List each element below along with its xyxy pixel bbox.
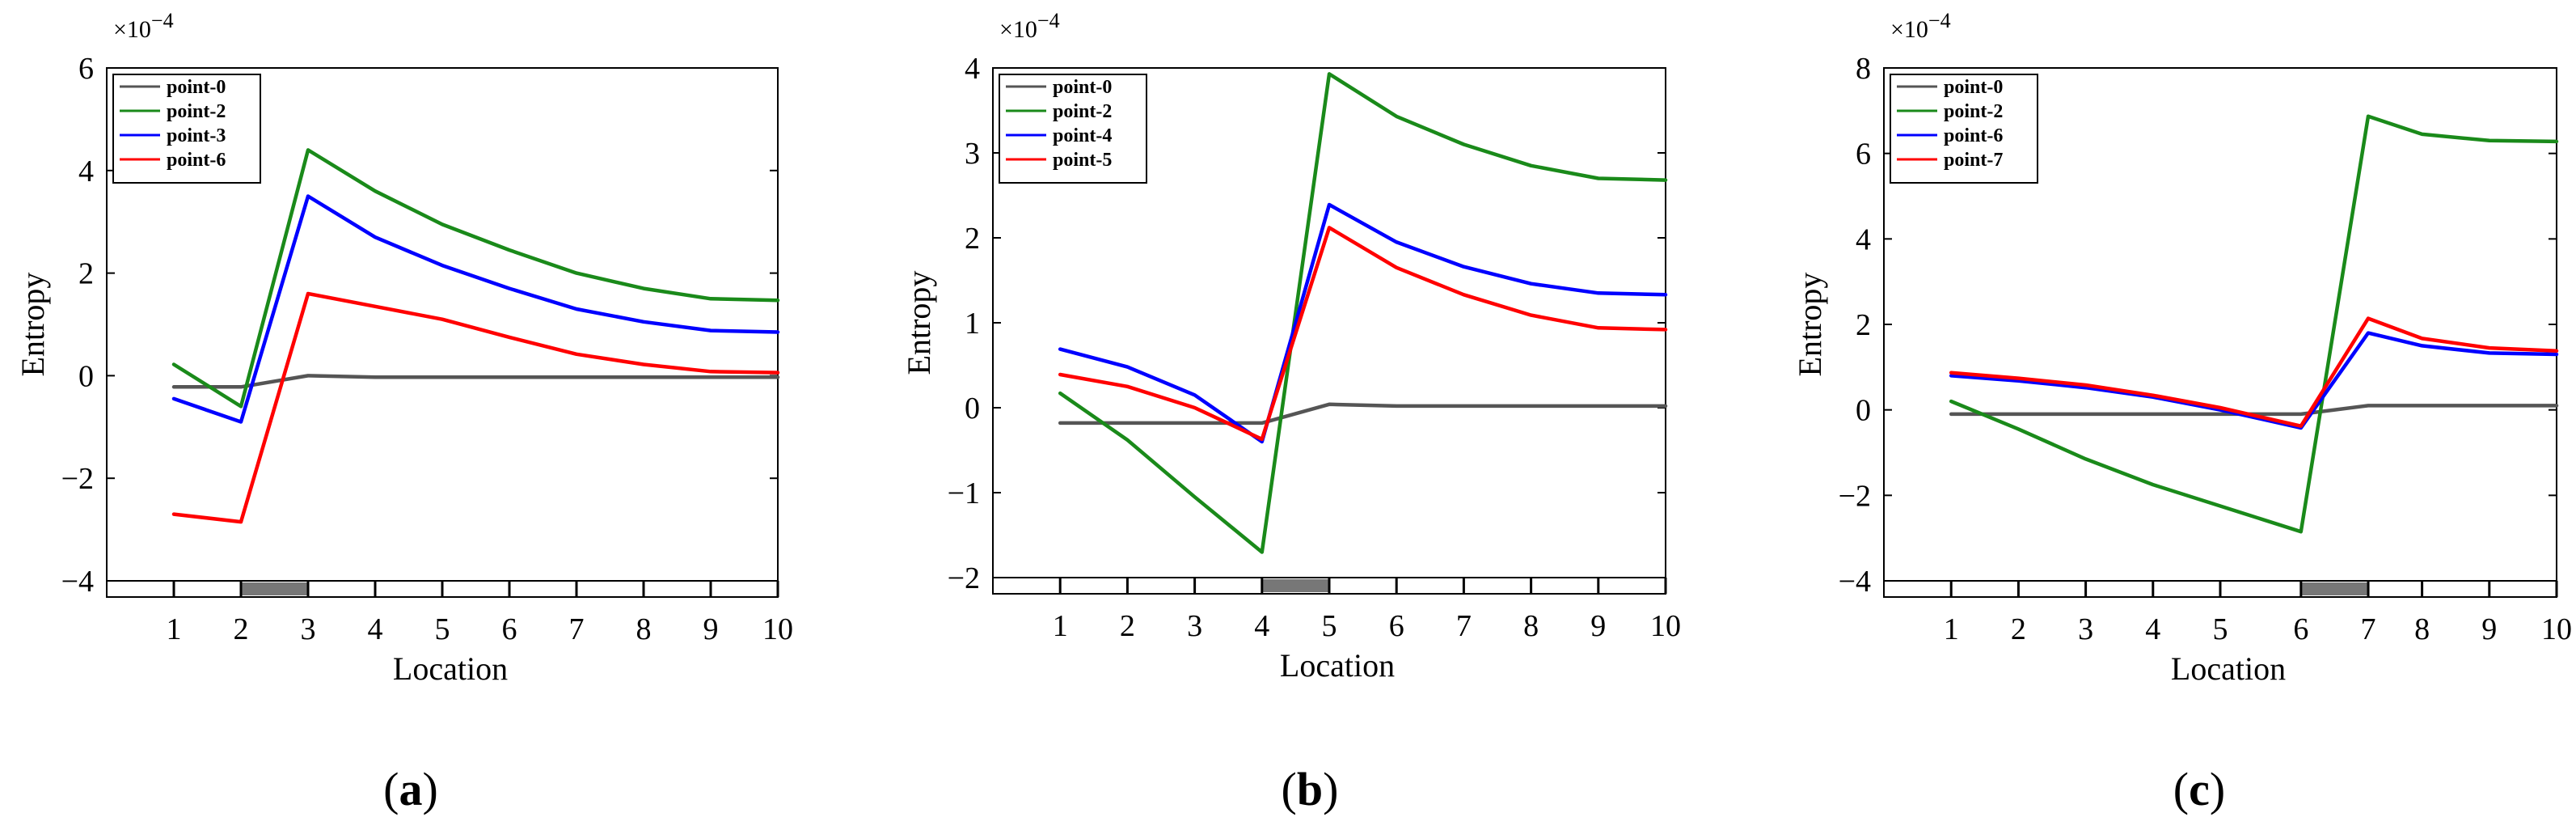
y-tick-label: 2 <box>965 222 980 256</box>
x-tick-label: 3 <box>1187 609 1202 643</box>
x-tick-label: 9 <box>1590 609 1606 643</box>
y-tick-label: −1 <box>948 476 980 510</box>
y-tick-label: 1 <box>965 307 980 341</box>
x-tick-label: 10 <box>1650 609 1681 643</box>
x-tick-label: 6 <box>1389 609 1404 643</box>
y-exponent-label: ×10−4 <box>1890 9 1951 43</box>
y-tick-label: 4 <box>965 52 980 86</box>
x-tick-label: 7 <box>1456 609 1472 643</box>
highlighted-segment <box>241 582 308 595</box>
legend-label: point-6 <box>1944 125 2003 146</box>
series-line-point-6 <box>1949 331 2559 430</box>
series-line-point-0 <box>171 374 780 389</box>
y-tick-label: 0 <box>1856 394 1871 428</box>
x-tick-label: 4 <box>2145 612 2160 646</box>
y-tick-label: −2 <box>1839 479 1871 513</box>
legend-box <box>1890 74 2038 184</box>
x-tick-label: 9 <box>703 612 719 646</box>
y-tick-label: 4 <box>78 155 94 188</box>
y-axis-label: Entropy <box>15 273 51 377</box>
x-tick-label: 8 <box>2414 612 2430 646</box>
series-line-point-7 <box>1949 316 2559 428</box>
series-line-point-2 <box>171 148 780 409</box>
series-line-point-0 <box>1058 402 1668 426</box>
legend-label: point-0 <box>1053 77 1112 98</box>
series-line-point-4 <box>1058 202 1668 444</box>
y-tick-label: −2 <box>61 462 94 496</box>
x-tick-label: 10 <box>2541 612 2572 646</box>
x-tick-label: 3 <box>301 612 316 646</box>
x-tick-label: 2 <box>234 612 249 646</box>
y-axis-label: Entropy <box>901 271 937 375</box>
panel-caption: (a) <box>383 763 438 815</box>
y-exponent-label: ×10−4 <box>999 9 1060 43</box>
y-axis-label: Entropy <box>1792 273 1828 377</box>
chart-panel-2: 1 2 3 4 5 6 7 8 9 10 −2 −1 0 1 2 3 4 ×10−4 Location Entropy… <box>901 9 1681 815</box>
x-tick-label: 6 <box>2293 612 2308 646</box>
chart-panel-1: 1 2 3 4 5 6 7 8 9 10 −4 −2 0 2 4 6 ×10−4 Location Entropy p… <box>15 9 793 815</box>
x-tick-label: 4 <box>368 612 383 646</box>
series-line-point-2 <box>1949 114 2559 534</box>
x-tick-label: 5 <box>1322 609 1337 643</box>
x-axis-label: Location <box>1280 647 1395 684</box>
series-line-point-6 <box>171 291 780 524</box>
panel-caption: (b) <box>1282 763 1339 815</box>
y-tick-label: −2 <box>948 561 980 595</box>
legend-label: point-2 <box>1053 101 1112 122</box>
x-tick-label: 9 <box>2481 612 2497 646</box>
series-line-point-0 <box>1949 404 2559 417</box>
panel-caption: (c) <box>2173 763 2225 815</box>
series-line-point-3 <box>171 194 780 424</box>
legend-label: point-5 <box>1053 150 1112 171</box>
x-tick-label: 8 <box>1523 609 1539 643</box>
legend-label: point-7 <box>1944 150 2003 171</box>
y-tick-label: 2 <box>1856 308 1871 342</box>
series-line-point-5 <box>1058 226 1668 442</box>
highlighted-segment <box>1261 579 1329 592</box>
y-tick-label: 6 <box>1856 138 1871 172</box>
x-tick-label: 2 <box>1120 609 1135 643</box>
y-exponent-label: ×10−4 <box>113 9 174 43</box>
x-tick-label: 10 <box>762 612 793 646</box>
chart-panel-3: 1 2 3 4 5 6 7 8 9 10 −4 −2 0 2 4 6 8 ×10−4 Location Entropy… <box>1792 9 2572 815</box>
y-tick-label: −4 <box>1839 565 1871 599</box>
y-tick-label: 2 <box>78 257 94 291</box>
x-tick-label: 6 <box>502 612 517 646</box>
legend-label: point-2 <box>1944 101 2003 122</box>
y-tick-label: −4 <box>61 565 94 599</box>
legend-label: point-0 <box>1944 77 2003 98</box>
legend-label: point-4 <box>1053 125 1112 146</box>
legend-box <box>999 74 1147 184</box>
y-tick-label: 0 <box>78 359 94 393</box>
x-tick-label: 7 <box>2361 612 2376 646</box>
y-tick-label: 0 <box>965 392 980 426</box>
x-tick-label: 7 <box>569 612 585 646</box>
x-axis-label: Location <box>2171 650 2286 687</box>
series-line-point-2 <box>1058 72 1668 554</box>
x-tick-label: 5 <box>2213 612 2228 646</box>
x-axis-label: Location <box>393 650 508 687</box>
x-tick-label: 5 <box>435 612 450 646</box>
x-tick-label: 3 <box>2078 612 2093 646</box>
legend-label: point-0 <box>167 77 226 98</box>
y-tick-label: 6 <box>78 52 94 86</box>
x-tick-label: 2 <box>2011 612 2026 646</box>
x-tick-label: 1 <box>1053 609 1068 643</box>
y-tick-label: 8 <box>1856 52 1871 86</box>
x-tick-label: 4 <box>1254 609 1269 643</box>
x-tick-label: 1 <box>1944 612 1959 646</box>
x-tick-label: 1 <box>167 612 182 646</box>
y-tick-label: 4 <box>1856 222 1871 256</box>
legend-label: point-6 <box>167 150 226 171</box>
y-tick-label: 3 <box>965 137 980 171</box>
legend-label: point-3 <box>167 125 226 146</box>
highlighted-segment <box>2300 582 2369 595</box>
x-tick-label: 8 <box>636 612 652 646</box>
legend-box <box>112 74 261 184</box>
legend-label: point-2 <box>167 101 226 122</box>
